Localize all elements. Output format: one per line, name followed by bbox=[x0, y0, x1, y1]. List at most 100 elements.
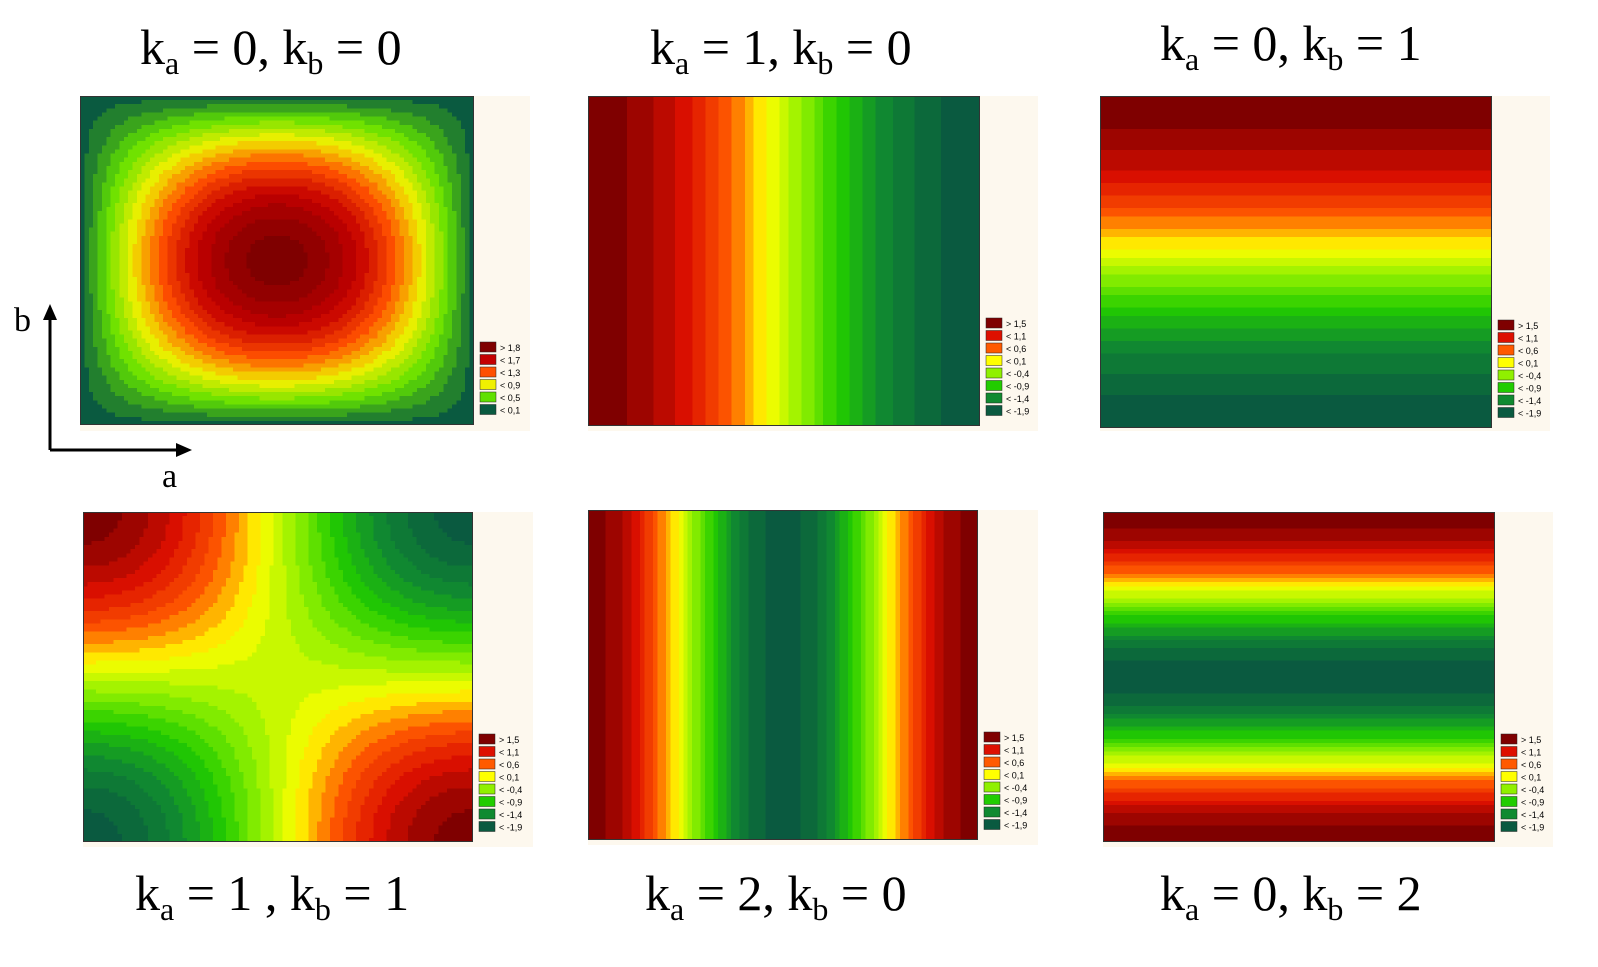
legend-label: < -1,9 bbox=[1006, 407, 1029, 417]
plot-border bbox=[80, 96, 474, 425]
plot-border bbox=[588, 96, 980, 426]
panel-title-5: ka = 2, kb = 0 bbox=[645, 865, 907, 927]
legend-label: < -0,9 bbox=[1521, 798, 1544, 808]
legend-swatch bbox=[1500, 758, 1518, 770]
legend-swatch bbox=[478, 758, 496, 770]
legend-swatch bbox=[478, 808, 496, 820]
legend-label: < 0,6 bbox=[1004, 758, 1024, 768]
legend-swatch bbox=[479, 391, 497, 403]
legend-swatch bbox=[983, 781, 1001, 793]
title-ka: 0 bbox=[232, 19, 258, 75]
legend-label: > 1,5 bbox=[1006, 319, 1026, 329]
legend-swatch bbox=[479, 379, 497, 390]
legend-swatch bbox=[1497, 357, 1515, 368]
legend-swatch bbox=[985, 380, 1003, 391]
legend-label: > 1,5 bbox=[1004, 733, 1024, 743]
panel-title-6: ka = 0, kb = 2 bbox=[1160, 865, 1422, 927]
contour-field bbox=[83, 512, 473, 842]
legend-label: < -1,4 bbox=[1518, 396, 1541, 406]
legend-label: < -1,4 bbox=[1521, 810, 1544, 820]
contour-plot: > 1,5 < 1,1 < 0,6 < 0,1 < -0,4 < -0,9 < -1,4 < … bbox=[1100, 96, 1550, 431]
legend-label: > 1,5 bbox=[1521, 735, 1541, 745]
legend-swatch bbox=[983, 819, 1001, 830]
legend-label: < -0,4 bbox=[1004, 783, 1027, 793]
legend-label: < 1,3 bbox=[500, 368, 520, 378]
legend-label: > 1,8 bbox=[500, 343, 520, 353]
legend-label: > 1,5 bbox=[499, 735, 519, 745]
title-ka: 1 bbox=[227, 865, 253, 921]
legend-label: < 1,1 bbox=[499, 748, 519, 758]
x-axis-label: a bbox=[162, 458, 178, 495]
legend-swatch bbox=[1497, 394, 1515, 406]
legend-swatch bbox=[479, 354, 497, 365]
legend-label: < -1,4 bbox=[1006, 394, 1029, 404]
legend-label: < -0,9 bbox=[1518, 384, 1541, 394]
legend-swatch bbox=[1500, 746, 1518, 757]
legend-swatch bbox=[1497, 369, 1515, 381]
legend-label: < -0,9 bbox=[1004, 796, 1027, 806]
legend-swatch bbox=[1500, 808, 1518, 820]
legend-swatch bbox=[983, 806, 1001, 818]
legend-label: < 0,1 bbox=[499, 773, 519, 783]
title-ka: 0 bbox=[1252, 15, 1278, 71]
legend-swatch bbox=[985, 392, 1003, 404]
legend-label: < 0,6 bbox=[499, 760, 519, 770]
title-kb: 1 bbox=[384, 865, 410, 921]
legend-label: < 0,1 bbox=[1518, 359, 1538, 369]
legend-swatch bbox=[479, 341, 497, 353]
plot-border bbox=[1103, 512, 1495, 842]
title-ka: 0 bbox=[1252, 865, 1278, 921]
legend-label: < -0,4 bbox=[1518, 371, 1541, 381]
contour-panel-4: > 1,5 < 1,1 < 0,6 < 0,1 < -0,4 < -0,9 < -1,4 < … bbox=[83, 512, 533, 847]
contour-field bbox=[1103, 512, 1495, 842]
y-axis-label: b bbox=[14, 302, 31, 339]
legend-swatch bbox=[983, 756, 1001, 768]
legend-label: < 1,1 bbox=[1006, 332, 1026, 342]
legend-label: < 0,1 bbox=[1521, 773, 1541, 783]
title-kb: 0 bbox=[881, 865, 907, 921]
contour-field bbox=[588, 510, 978, 840]
legend-swatch bbox=[479, 404, 497, 415]
legend-label: < -0,9 bbox=[1006, 382, 1029, 392]
contour-panel-2: > 1,5 < 1,1 < 0,6 < 0,1 < -0,4 < -0,9 < -1,4 < … bbox=[588, 96, 1038, 431]
plot-border bbox=[588, 510, 978, 840]
legend-swatch bbox=[1497, 382, 1515, 393]
legend-swatch bbox=[985, 330, 1003, 341]
panel-title-3: ka = 0, kb = 1 bbox=[1160, 15, 1422, 77]
title-kb: 2 bbox=[1396, 865, 1422, 921]
contour-plot: > 1,5 < 1,1 < 0,6 < 0,1 < -0,4 < -0,9 < -1,4 < … bbox=[1103, 512, 1553, 847]
contour-panel-5: > 1,5 < 1,1 < 0,6 < 0,1 < -0,4 < -0,9 < -1,4 < … bbox=[588, 510, 1038, 845]
legend-swatch bbox=[1500, 783, 1518, 795]
axes-arrows bbox=[43, 304, 192, 457]
legend-label: < 0,5 bbox=[500, 393, 520, 403]
panel-title-1: ka = 0, kb = 0 bbox=[140, 19, 402, 81]
legend-swatch bbox=[1497, 319, 1515, 331]
legend-swatch bbox=[1500, 796, 1518, 807]
contour-panel-6: > 1,5 < 1,1 < 0,6 < 0,1 < -0,4 < -0,9 < -1,4 < … bbox=[1103, 512, 1553, 847]
legend-swatch bbox=[1500, 771, 1518, 782]
legend-swatch bbox=[478, 746, 496, 757]
legend-label: < 0,9 bbox=[500, 381, 520, 391]
legend-label: < -1,9 bbox=[1004, 821, 1027, 831]
contour-panel-3: > 1,5 < 1,1 < 0,6 < 0,1 < -0,4 < -0,9 < -1,4 < … bbox=[1100, 96, 1550, 431]
contour-field bbox=[80, 96, 474, 425]
legend-label: < 0,1 bbox=[1004, 771, 1024, 781]
legend-label: < -0,4 bbox=[1006, 369, 1029, 379]
legend-label: < 1,1 bbox=[1004, 746, 1024, 756]
title-kb: 0 bbox=[376, 19, 402, 75]
panel-title-2: ka = 1, kb = 0 bbox=[650, 19, 912, 81]
legend-label: < -0,4 bbox=[1521, 785, 1544, 795]
legend-swatch bbox=[1500, 821, 1518, 832]
contour-plot: > 1,5 < 1,1 < 0,6 < 0,1 < -0,4 < -0,9 < -1,4 < … bbox=[83, 512, 533, 847]
legend-label: < 1,1 bbox=[1521, 748, 1541, 758]
legend-label: < 0,1 bbox=[500, 406, 520, 416]
legend-swatch bbox=[985, 367, 1003, 379]
legend-label: < -1,4 bbox=[1004, 808, 1027, 818]
legend-label: < -1,9 bbox=[1521, 823, 1544, 833]
contour-plot: > 1,8 < 1,7 < 1,3 < 0,9 < 0,5 < 0,1 bbox=[80, 96, 530, 431]
legend-label: < 0,6 bbox=[1006, 344, 1026, 354]
legend-swatch bbox=[985, 342, 1003, 354]
legend-label: < 0,1 bbox=[1006, 357, 1026, 367]
title-kb: 1 bbox=[1396, 15, 1422, 71]
title-ka: 2 bbox=[737, 865, 763, 921]
